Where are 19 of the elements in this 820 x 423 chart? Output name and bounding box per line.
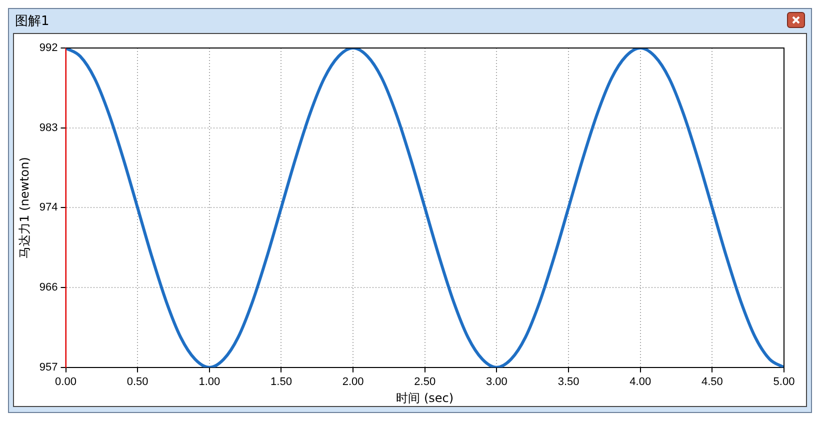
x-tick-label: 5.00 (773, 376, 795, 388)
chart-title: 图解1 (15, 13, 50, 30)
x-tick-label: 4.50 (701, 376, 723, 388)
x-tick-label: 1.50 (270, 376, 292, 388)
y-tick-label: 983 (39, 122, 58, 134)
y-axis-title: 马达力1 (newton) (17, 157, 32, 258)
y-tick-label: 957 (39, 361, 58, 374)
x-axis-title: 时间 (sec) (396, 390, 454, 405)
x-tick-label: 0.50 (126, 376, 148, 388)
y-tick-label: 992 (39, 42, 58, 54)
x-tick-label: 3.50 (558, 376, 580, 388)
y-tick-label: 966 (39, 282, 58, 294)
x-tick-label: 4.00 (630, 376, 652, 388)
x-tick-label: 3.00 (486, 376, 508, 388)
y-tick-label: 974 (39, 202, 58, 214)
x-tick-label: 0.00 (55, 376, 76, 388)
x-tick-label: 1.00 (198, 376, 220, 388)
x-tick-label: 2.00 (342, 376, 364, 388)
x-tick-label: 2.50 (414, 376, 436, 388)
